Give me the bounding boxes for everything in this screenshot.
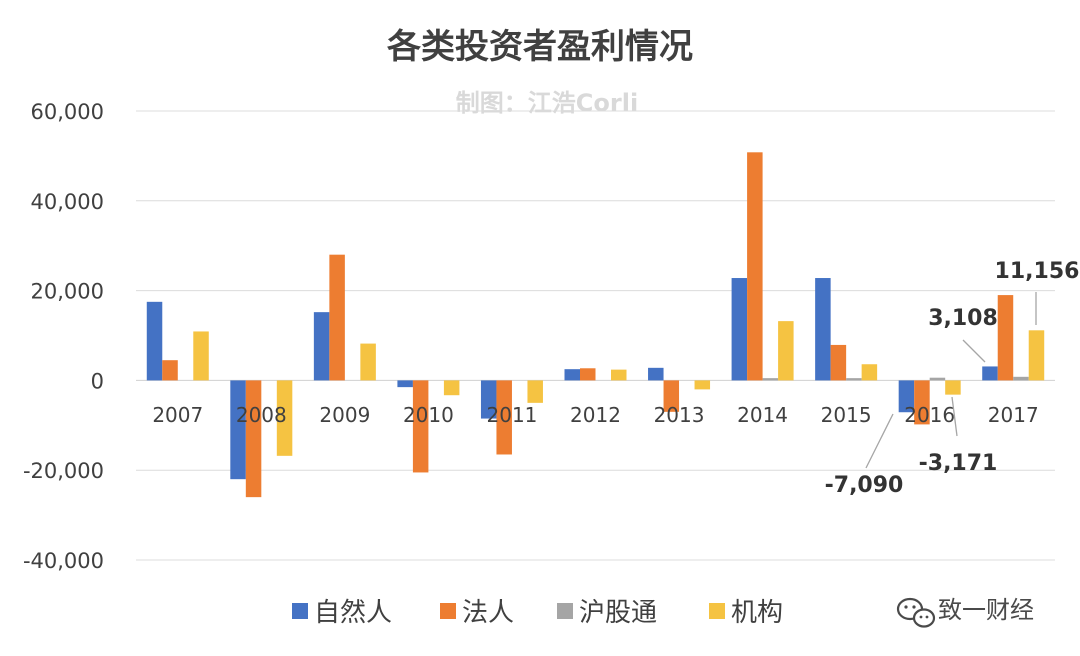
wechat-icon (896, 597, 936, 628)
legend: 自然人 法人 沪股通 机构 (292, 598, 783, 628)
x-tick-label: 2017 (988, 403, 1039, 427)
bar (276, 380, 293, 456)
bar (914, 380, 930, 425)
bar (997, 295, 1014, 381)
bar (747, 152, 763, 381)
x-tick-label: 2012 (570, 403, 621, 427)
bar (778, 321, 794, 381)
bar (443, 380, 460, 396)
bar (945, 380, 961, 395)
bar (564, 369, 580, 381)
bar (1028, 330, 1045, 381)
bar (731, 278, 748, 381)
callout-label: 11,156 (995, 259, 1080, 284)
legend-swatch (709, 603, 725, 619)
y-tick-label: -40,000 (23, 549, 104, 573)
y-tick-label: 40,000 (31, 190, 104, 214)
legend-label: 法人 (462, 598, 514, 628)
bar (663, 380, 680, 412)
x-tick-label: 2015 (821, 403, 872, 427)
bar (496, 380, 512, 455)
x-tick-label: 2013 (654, 403, 705, 427)
callout-label: 3,108 (928, 306, 998, 331)
bar (648, 367, 664, 381)
bar (230, 380, 246, 480)
chart-title: 各类投资者盈利情况 (387, 27, 693, 67)
bar (193, 331, 209, 381)
watermark-text: 致一财经 (938, 596, 1034, 624)
callout-label: -3,171 (919, 451, 998, 476)
bar (929, 377, 946, 381)
bar (694, 380, 711, 390)
callout-label: -7,090 (825, 473, 904, 498)
bar (412, 380, 429, 473)
callouts: 3,108 11,156 -7,090 -3,171 (825, 259, 1080, 498)
x-tick-label: 2007 (152, 403, 203, 427)
legend-swatch (557, 603, 573, 619)
y-tick-label: -20,000 (23, 459, 104, 483)
bar (830, 344, 847, 381)
bar (162, 360, 178, 381)
gridlines (136, 110, 1055, 561)
bar (397, 380, 413, 388)
x-tick-label: 2009 (319, 403, 370, 427)
bar (329, 254, 345, 381)
y-tick-label: 20,000 (31, 280, 104, 304)
y-tick-label: 0 (91, 369, 104, 393)
legend-label: 沪股通 (579, 598, 657, 628)
bars (146, 152, 1045, 498)
bar (360, 343, 376, 381)
bar (1013, 376, 1029, 381)
x-tick-label: 2010 (403, 403, 454, 427)
bar (846, 378, 862, 381)
legend-label: 机构 (731, 598, 783, 628)
bar (480, 380, 497, 419)
x-tick-label: 2008 (236, 403, 287, 427)
callout-leader (865, 413, 894, 469)
legend-swatch (440, 603, 456, 619)
x-tick-label: 2016 (904, 403, 955, 427)
bar (580, 368, 596, 381)
bar (245, 380, 262, 498)
legend-label: 自然人 (314, 598, 392, 628)
bar (527, 380, 543, 403)
x-axis-ticks: 2007 2008 2009 2010 2011 2012 2013 2014 2015 2016… (152, 403, 1038, 427)
chart-subtitle: 制图：江浩Corli (456, 89, 638, 117)
bar (861, 364, 878, 381)
bar (146, 301, 163, 381)
y-axis-ticks: -40,000 -20,000 0 20,000 40,000 60,000 (23, 100, 104, 573)
legend-swatch (292, 603, 308, 619)
bar (313, 312, 330, 381)
callout-leader (962, 339, 986, 363)
bar (815, 278, 831, 381)
x-tick-label: 2014 (737, 403, 788, 427)
callout-leader (951, 396, 958, 437)
bar (611, 369, 627, 381)
y-tick-label: 60,000 (31, 100, 104, 124)
x-tick-label: 2011 (487, 403, 538, 427)
bar (982, 366, 998, 381)
watermark: 致一财经 (896, 596, 1034, 628)
bar (762, 378, 779, 381)
bar (898, 380, 915, 413)
